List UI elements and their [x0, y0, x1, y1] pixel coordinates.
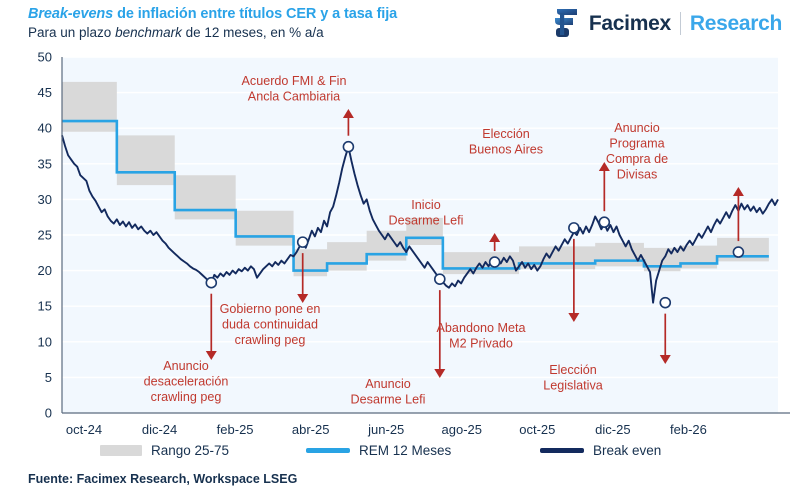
- legend-item-rem: REM 12 Meses: [306, 443, 451, 458]
- svg-text:M2 Privado: M2 Privado: [449, 337, 513, 351]
- svg-text:0: 0: [45, 406, 52, 421]
- svg-text:50: 50: [38, 52, 52, 65]
- legend-label-rem: REM 12 Meses: [359, 443, 452, 458]
- svg-text:40: 40: [38, 121, 52, 136]
- subtitle-part-a: Para un plazo: [28, 25, 116, 40]
- page-title: Break-evens de inflación entre títulos C…: [28, 6, 397, 22]
- legend-label-rango: Rango 25-75: [151, 443, 230, 458]
- svg-text:Legislativa: Legislativa: [543, 379, 603, 393]
- svg-text:Anuncio: Anuncio: [614, 121, 660, 135]
- svg-text:oct-24: oct-24: [66, 422, 102, 437]
- svg-text:dic-25: dic-25: [595, 422, 630, 437]
- chart-plot-area: 0 5 10 15 20 25 30 35 40 45 50 oct-24 dic-24 feb-25 a…: [0, 52, 800, 437]
- svg-text:25: 25: [38, 228, 52, 243]
- svg-text:Anuncio: Anuncio: [365, 377, 411, 391]
- svg-text:15: 15: [38, 299, 52, 314]
- x-axis-ticks: oct-24 dic-24 feb-25 abr-25 jun-25 ago-25 oct-…: [66, 422, 707, 437]
- svg-text:30: 30: [38, 192, 52, 207]
- svg-text:Anuncio: Anuncio: [163, 359, 209, 373]
- legend-label-breakeven: Break even: [593, 443, 662, 458]
- svg-text:feb-26: feb-26: [670, 422, 707, 437]
- svg-text:dic-24: dic-24: [142, 422, 177, 437]
- svg-text:feb-25: feb-25: [217, 422, 254, 437]
- svg-text:Desarme Lefi: Desarme Lefi: [351, 393, 426, 407]
- title-emphasis: Break-evens: [28, 6, 114, 22]
- svg-text:Elección: Elección: [482, 127, 530, 141]
- svg-text:Buenos Aires: Buenos Aires: [469, 143, 543, 157]
- y-axis-ticks: 0 5 10 15 20 25 30 35 40 45 50: [38, 52, 52, 421]
- svg-text:Compra de: Compra de: [606, 152, 668, 166]
- chart-svg: 0 5 10 15 20 25 30 35 40 45 50 oct-24 dic-24 feb-25 a…: [38, 52, 790, 437]
- svg-text:ago-25: ago-25: [442, 422, 482, 437]
- subtitle-emphasis: benchmark: [115, 25, 182, 40]
- legend-item-breakeven: Break even: [540, 443, 661, 458]
- chart-header: Break-evens de inflación entre títulos C…: [0, 0, 800, 52]
- subtitle-part-b: de 12 meses, en % a/a: [181, 25, 324, 40]
- svg-text:Gobierno pone en: Gobierno pone en: [220, 302, 321, 316]
- title-block: Break-evens de inflación entre títulos C…: [28, 6, 397, 40]
- svg-text:Elección: Elección: [549, 363, 597, 377]
- svg-text:jun-25: jun-25: [367, 422, 404, 437]
- svg-text:Programa: Programa: [609, 137, 664, 151]
- svg-text:oct-25: oct-25: [519, 422, 555, 437]
- svg-text:Acuerdo FMI & Fin: Acuerdo FMI & Fin: [242, 74, 347, 88]
- svg-text:5: 5: [45, 370, 52, 385]
- legend-item-rango: Rango 25-75: [100, 443, 229, 458]
- svg-text:20: 20: [38, 263, 52, 278]
- svg-text:Abandono Meta: Abandono Meta: [437, 321, 526, 335]
- svg-text:crawling peg: crawling peg: [151, 390, 222, 404]
- facimex-logo-icon: [553, 8, 580, 39]
- brand-sub-name: Research: [689, 11, 782, 35]
- source-note: Fuente: Facimex Research, Workspace LSEG: [28, 472, 298, 486]
- brand-name: Facimex: [588, 11, 671, 35]
- svg-text:35: 35: [38, 156, 52, 171]
- chart-legend: Rango 25-75 REM 12 Meses Break even: [0, 441, 800, 467]
- legend-swatch-breakeven-line-icon: [540, 448, 584, 453]
- svg-text:crawling peg: crawling peg: [235, 333, 306, 347]
- series-line-break-even: [61, 135, 779, 304]
- svg-text:Desarme Lefi: Desarme Lefi: [389, 214, 464, 228]
- range-band-25-75: [62, 81, 769, 277]
- svg-text:abr-25: abr-25: [292, 422, 330, 437]
- svg-text:Divisas: Divisas: [617, 168, 658, 182]
- page-subtitle: Para un plazo benchmark de 12 meses, en …: [28, 25, 397, 40]
- svg-text:45: 45: [38, 85, 52, 100]
- brand-divider: [679, 12, 681, 35]
- series-line-rem-12-meses: [62, 119, 769, 272]
- legend-swatch-rem-line-icon: [306, 448, 350, 453]
- svg-text:10: 10: [38, 334, 52, 349]
- brand-lockup: Facimex Research: [553, 8, 782, 39]
- svg-text:duda continuidad: duda continuidad: [222, 318, 318, 332]
- svg-text:Inicio: Inicio: [411, 198, 440, 212]
- legend-swatch-band-icon: [100, 445, 142, 456]
- svg-text:Ancla Cambiaria: Ancla Cambiaria: [248, 90, 340, 104]
- title-rest: de inflación entre títulos CER y a tasa …: [113, 6, 398, 22]
- svg-text:desaceleración: desaceleración: [144, 375, 229, 389]
